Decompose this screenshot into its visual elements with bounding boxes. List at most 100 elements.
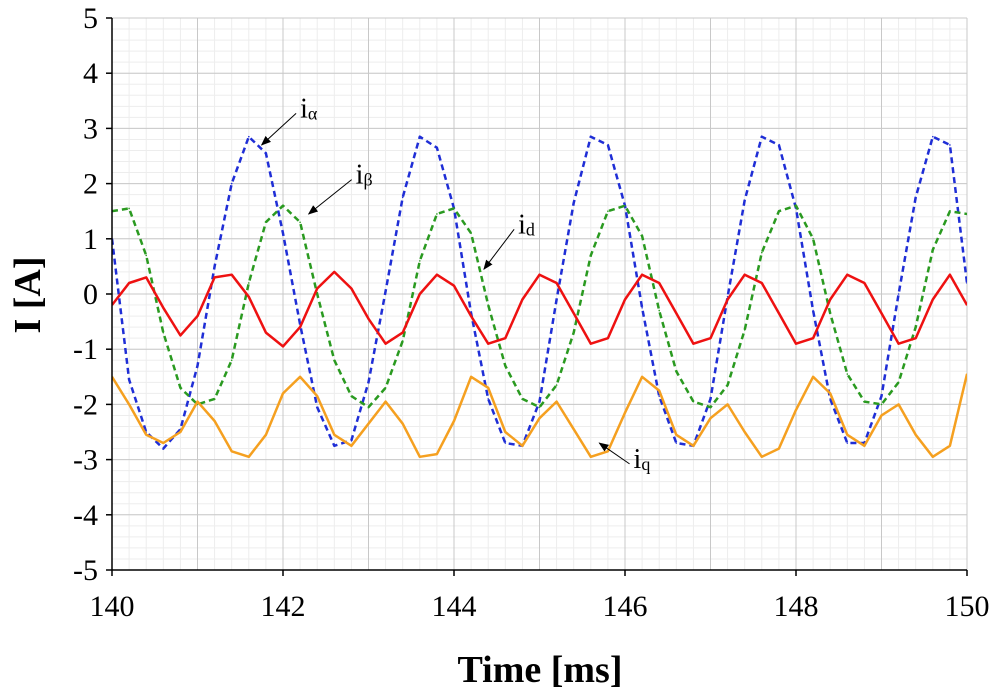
data-point <box>966 282 967 284</box>
data-point <box>333 445 336 447</box>
data-point <box>572 428 575 431</box>
data-point <box>641 273 643 276</box>
data-point <box>914 337 917 339</box>
data-point <box>897 293 900 295</box>
data-point <box>162 307 165 309</box>
annotation-label: iq <box>634 444 651 475</box>
data-point <box>795 204 797 207</box>
data-point <box>504 337 507 339</box>
data-point <box>470 315 472 317</box>
data-point <box>538 273 541 276</box>
data-point <box>590 254 592 257</box>
data-point <box>162 447 165 450</box>
data-point <box>812 376 814 378</box>
data-point <box>846 373 849 375</box>
data-point <box>367 406 370 408</box>
data-point <box>521 298 524 301</box>
annotation-label: iβ <box>356 160 373 191</box>
data-point <box>932 135 934 138</box>
data-point <box>812 337 814 339</box>
data-point <box>196 315 199 317</box>
data-point <box>846 442 849 444</box>
data-point <box>641 376 643 378</box>
data-point <box>761 282 763 284</box>
data-point <box>675 433 678 436</box>
data-point <box>504 431 507 433</box>
data-point <box>384 290 387 293</box>
data-point <box>316 395 319 397</box>
data-point <box>487 398 490 400</box>
series-annotation: iα <box>260 93 318 146</box>
data-point <box>863 400 866 403</box>
data-point <box>607 450 609 453</box>
data-point <box>949 210 951 212</box>
y-tick-label: -4 <box>73 499 98 532</box>
data-point <box>863 445 866 447</box>
data-point <box>384 387 387 389</box>
data-point <box>248 135 250 138</box>
data-point <box>453 420 455 422</box>
data-point <box>504 442 507 444</box>
data-point <box>196 400 199 403</box>
data-point <box>333 359 336 362</box>
data-point <box>743 329 746 331</box>
data-point <box>316 293 319 295</box>
data-point <box>128 403 130 406</box>
data-point <box>555 400 558 403</box>
data-point <box>265 433 267 436</box>
data-point <box>607 337 609 339</box>
data-point <box>743 273 746 276</box>
data-point <box>128 378 130 381</box>
grid-layer <box>111 17 968 571</box>
data-point <box>521 398 524 400</box>
data-point <box>914 433 917 436</box>
y-tick-label: 4 <box>83 57 98 90</box>
data-point <box>299 326 301 328</box>
data-point <box>675 370 678 373</box>
data-point <box>709 406 712 408</box>
data-point <box>128 282 130 284</box>
data-point <box>487 387 490 389</box>
y-tick-label: 0 <box>83 278 98 311</box>
data-point <box>436 273 438 276</box>
data-point <box>504 364 507 367</box>
data-point <box>829 398 831 400</box>
data-point <box>401 331 404 334</box>
data-point <box>572 331 575 334</box>
data-point <box>401 340 404 342</box>
data-point <box>453 284 455 287</box>
data-point <box>607 210 609 212</box>
data-point <box>367 318 370 320</box>
data-point <box>590 342 592 345</box>
data-point <box>880 403 883 406</box>
data-point <box>436 453 438 455</box>
data-point <box>401 422 404 425</box>
data-point <box>949 144 951 146</box>
data-point <box>897 381 900 384</box>
y-axis-title: I [A] <box>7 256 49 333</box>
data-point <box>709 398 712 400</box>
data-point <box>230 273 233 276</box>
data-point <box>709 417 712 420</box>
data-point <box>538 406 541 408</box>
data-point <box>555 384 558 386</box>
data-point <box>162 442 165 444</box>
data-point <box>761 251 763 254</box>
data-point <box>692 400 695 403</box>
data-point <box>248 456 250 458</box>
data-point <box>230 450 233 453</box>
x-tick-label: 142 <box>261 590 306 623</box>
data-point <box>265 331 267 334</box>
data-point <box>128 207 130 210</box>
data-point <box>812 238 814 240</box>
y-tick-label: 1 <box>83 223 98 256</box>
data-point <box>590 135 592 138</box>
x-tick-label: 146 <box>603 590 648 623</box>
data-point <box>846 433 849 436</box>
data-point <box>299 376 301 378</box>
data-point <box>487 304 490 306</box>
data-point <box>932 298 934 301</box>
series-annotation: iq <box>598 442 651 475</box>
